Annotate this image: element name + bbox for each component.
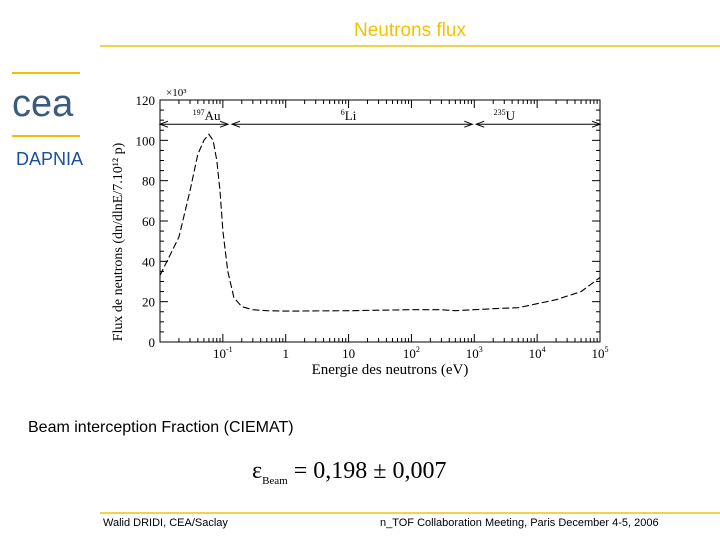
title-divider — [100, 45, 720, 47]
neutron-flux-chart: 0 20 40 60 80 100 120 10-1 1 10 102 103 104 105 197A… — [111, 87, 609, 378]
footer-author: Walid DRIDI, CEA/Saclay — [103, 517, 228, 529]
range-arrow-head — [158, 120, 169, 128]
x-axis-label: Energie des neutrons (eV) — [312, 362, 469, 378]
range-arrow-head — [464, 120, 474, 128]
y-tick-label: 20 — [142, 295, 155, 310]
range-arrow-head — [474, 120, 485, 128]
dapnia-label: DAPNIA — [16, 149, 84, 169]
beam-interception-caption: Beam interception Fraction (CIEMAT) — [28, 419, 294, 436]
formula-expression: = 0,198 ± 0,007 — [293, 458, 447, 484]
formula-subscript: Beam — [262, 475, 288, 487]
x-tick-label: 1 — [282, 346, 289, 361]
y-axis-ticks: 0 20 40 60 80 100 120 — [136, 93, 600, 350]
series-layer — [159, 133, 601, 312]
cea-logo-icon: cea — [12, 72, 80, 137]
range-arrow-head — [591, 120, 602, 128]
range-annotation: 6Li — [341, 108, 357, 123]
x-tick-label: 103 — [466, 345, 483, 361]
footer-divider — [100, 512, 720, 514]
range-arrow-head — [219, 120, 230, 128]
footer-meeting: n_TOF Collaboration Meeting, Paris Decem… — [380, 517, 659, 529]
slide-title: Neutrons flux — [354, 20, 466, 41]
x-tick-label: 102 — [403, 345, 420, 361]
range-annotation: 235U — [494, 108, 516, 123]
plot-frame — [159, 99, 601, 343]
flux-series-line — [159, 133, 601, 312]
x-tick-label: 104 — [529, 345, 546, 361]
y-tick-label: 0 — [149, 335, 156, 350]
y-tick-label: 80 — [142, 174, 155, 189]
epsilon-beam-formula: εBeam = 0,198 ± 0,007 — [252, 458, 447, 487]
svg-text:cea: cea — [12, 83, 74, 125]
y-tick-label: 60 — [142, 214, 155, 229]
y-tick-label: 100 — [136, 133, 156, 148]
y-multiplier: ×10³ — [166, 87, 187, 99]
y-tick-label: 40 — [142, 254, 155, 269]
x-axis-ticks: 10-1 1 10 102 103 104 105 — [159, 100, 609, 361]
annotation-layer: 197Au 6Li 235U — [158, 108, 602, 128]
x-tick-label: 105 — [592, 345, 609, 361]
x-tick-label: 10-1 — [213, 345, 233, 361]
x-tick-label: 10 — [342, 346, 355, 361]
range-arrow-head — [230, 120, 241, 128]
range-annotation: 197Au — [193, 108, 221, 123]
chart-axes — [159, 99, 601, 343]
y-axis-label: Flux de neutrons (dn/dlnE/7.10¹² p) — [111, 142, 126, 341]
y-tick-label: 120 — [136, 93, 156, 108]
formula-symbol: ε — [252, 458, 263, 484]
